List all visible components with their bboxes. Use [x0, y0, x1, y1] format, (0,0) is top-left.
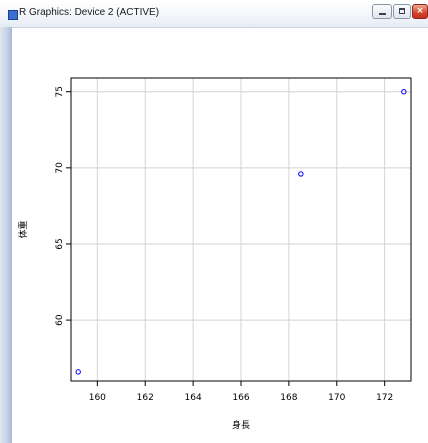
data-points: [75, 89, 407, 375]
y-tick-label: 65: [55, 238, 65, 249]
x-tick-label: 160: [89, 393, 106, 403]
y-axis-label: 体重: [17, 220, 29, 238]
y-tick-label: 70: [55, 162, 65, 174]
y-tick-label: 75: [55, 86, 65, 97]
x-tick-label: 168: [280, 393, 297, 403]
x-tick-label: 162: [137, 393, 154, 403]
data-point: [401, 89, 407, 95]
r-app-icon[interactable]: [8, 10, 18, 20]
minimize-icon: [379, 13, 386, 15]
x-tick-label: 172: [376, 393, 393, 403]
minimize-button[interactable]: [372, 4, 392, 19]
x-tick-label: 170: [328, 393, 345, 403]
x-tick-label: 164: [185, 393, 202, 403]
x-axis: 160 162 164 166 168 170 172: [89, 381, 393, 403]
maximize-icon: [399, 8, 405, 14]
title-bar[interactable]: R Graphics: Device 2 (ACTIVE) ×: [0, 0, 428, 28]
x-tick-label: 166: [232, 393, 249, 403]
data-point: [75, 369, 81, 375]
close-icon: ×: [416, 6, 424, 16]
maximize-button[interactable]: [393, 4, 411, 19]
close-button[interactable]: ×: [412, 4, 428, 19]
grid-lines: [71, 78, 411, 381]
y-tick-label: 60: [55, 314, 65, 326]
x-axis-label: 身長: [232, 419, 250, 431]
window-title: R Graphics: Device 2 (ACTIVE): [19, 7, 160, 18]
data-point: [298, 171, 304, 177]
window-left-border: [0, 27, 12, 443]
y-axis: 60 65 70 75: [55, 86, 71, 326]
